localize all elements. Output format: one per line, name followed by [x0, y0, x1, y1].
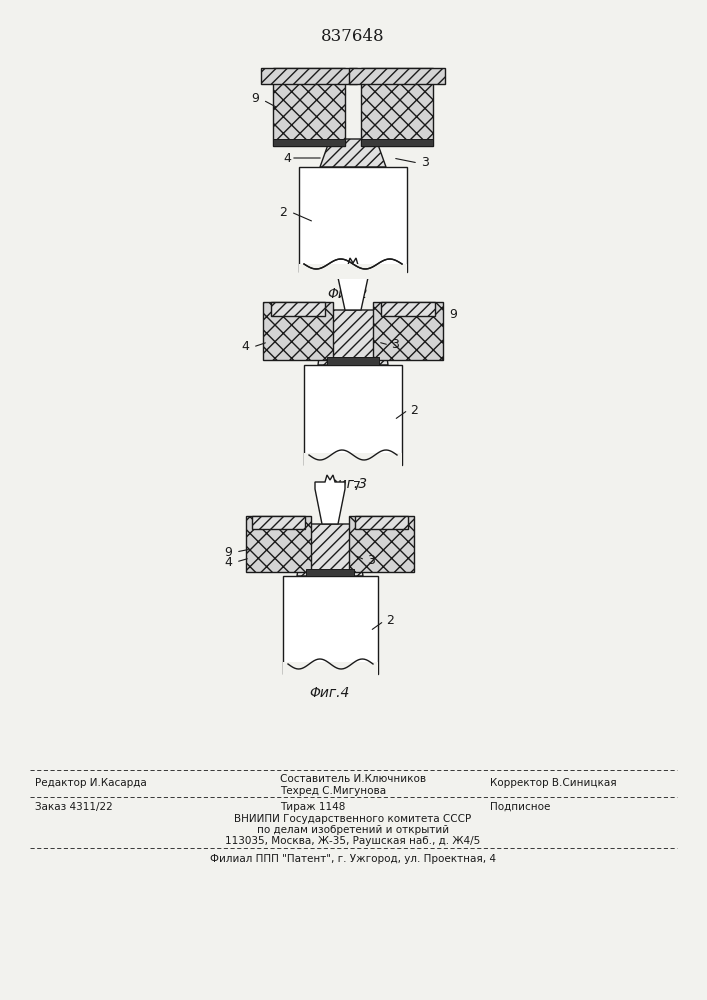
- Bar: [273, 68, 345, 146]
- Bar: [373, 302, 443, 360]
- Bar: [304, 365, 402, 465]
- Bar: [273, 139, 345, 146]
- Text: 4: 4: [241, 340, 249, 354]
- Bar: [299, 264, 407, 279]
- Text: Подписное: Подписное: [490, 802, 550, 812]
- Bar: [283, 662, 378, 680]
- Bar: [283, 576, 378, 674]
- Text: 7: 7: [353, 481, 361, 493]
- Text: 9: 9: [224, 546, 232, 558]
- Text: Φиг.2: Φиг.2: [328, 287, 368, 301]
- Polygon shape: [315, 475, 345, 524]
- Text: 2: 2: [386, 614, 394, 628]
- Text: Корректор В.Синицкая: Корректор В.Синицкая: [490, 778, 617, 788]
- Text: Техред С.Мигунова: Техред С.Мигунова: [280, 786, 386, 796]
- Text: 2: 2: [410, 403, 418, 416]
- Text: Составитель И.Ключников: Составитель И.Ключников: [280, 774, 426, 784]
- Bar: [349, 516, 414, 572]
- Text: по делам изобретений и открытий: по делам изобретений и открытий: [257, 825, 449, 835]
- Text: 9: 9: [251, 92, 259, 104]
- Text: ВНИИПИ Государственного комитета СССР: ВНИИПИ Государственного комитета СССР: [235, 814, 472, 824]
- Text: 837648: 837648: [321, 28, 385, 45]
- Text: Заказ 4311/22: Заказ 4311/22: [35, 802, 112, 812]
- Text: 9: 9: [449, 308, 457, 320]
- Text: Редактор И.Касарда: Редактор И.Касарда: [35, 778, 147, 788]
- Polygon shape: [297, 524, 363, 576]
- Bar: [299, 167, 407, 272]
- Text: 113035, Москва, Ж-35, Раушская наб., д. Ж4/5: 113035, Москва, Ж-35, Раушская наб., д. …: [226, 836, 481, 846]
- Text: 3: 3: [391, 338, 399, 352]
- Bar: [246, 516, 311, 572]
- Text: 3: 3: [421, 156, 429, 169]
- Text: 3: 3: [367, 554, 375, 566]
- Bar: [355, 516, 408, 529]
- Text: Филиал ППП "Патент", г. Ужгород, ул. Проектная, 4: Филиал ППП "Патент", г. Ужгород, ул. Про…: [210, 854, 496, 864]
- Bar: [304, 453, 402, 471]
- Bar: [349, 68, 445, 84]
- Bar: [261, 68, 357, 84]
- Bar: [327, 357, 379, 365]
- Bar: [361, 139, 433, 146]
- Text: 7: 7: [377, 263, 385, 276]
- Bar: [252, 516, 305, 529]
- Text: · Φиг.3: · Φиг.3: [318, 477, 368, 491]
- Bar: [381, 302, 435, 316]
- Bar: [306, 569, 354, 576]
- Bar: [271, 302, 325, 316]
- Text: 4: 4: [283, 151, 291, 164]
- Polygon shape: [337, 258, 369, 310]
- Text: Φиг.4: Φиг.4: [310, 686, 350, 700]
- Bar: [361, 68, 433, 146]
- Text: 4: 4: [224, 556, 232, 568]
- Text: 2: 2: [279, 206, 287, 219]
- Bar: [263, 302, 333, 360]
- Polygon shape: [318, 310, 388, 365]
- Polygon shape: [320, 139, 386, 167]
- Text: Тираж 1148: Тираж 1148: [280, 802, 346, 812]
